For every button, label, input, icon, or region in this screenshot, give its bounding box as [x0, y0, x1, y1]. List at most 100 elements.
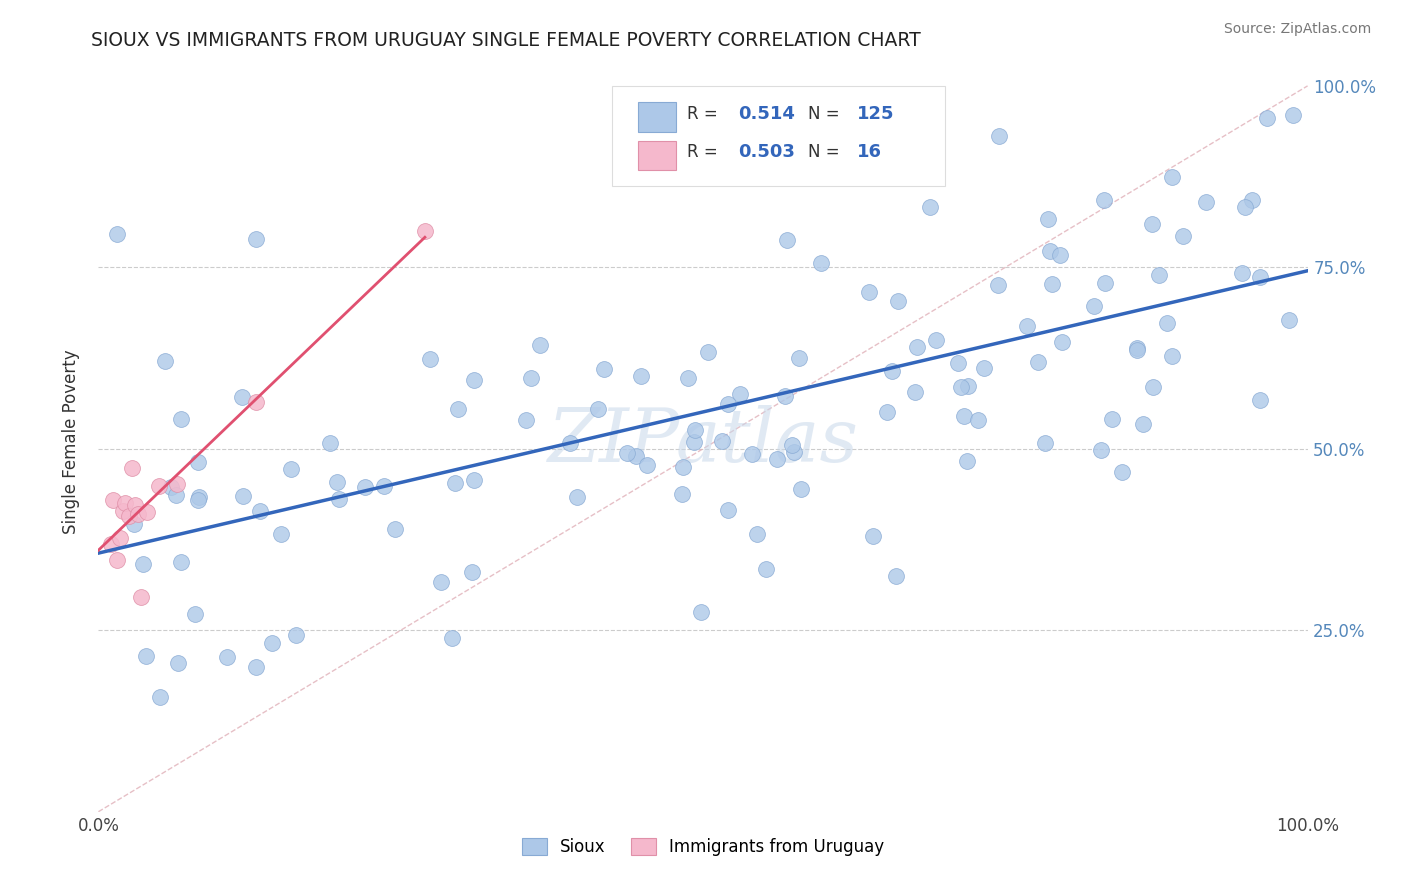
- Point: [108, 531, 131, 545]
- Point: [1156, 316, 1178, 330]
- Point: [169, 412, 191, 426]
- Point: [132, 557, 155, 571]
- Point: [567, 491, 589, 505]
- Point: [710, 434, 733, 448]
- Text: 0.503: 0.503: [738, 143, 794, 161]
- Point: [353, 480, 375, 494]
- Point: [904, 385, 927, 400]
- Point: [249, 504, 271, 518]
- Point: [1195, 195, 1218, 210]
- Point: [717, 502, 740, 516]
- Point: [1017, 318, 1039, 333]
- Point: [1125, 341, 1147, 355]
- Point: [280, 462, 302, 476]
- Point: [166, 476, 188, 491]
- Point: [101, 493, 124, 508]
- Point: [560, 435, 582, 450]
- Point: [148, 479, 170, 493]
- Point: [887, 294, 910, 309]
- Point: [429, 574, 451, 589]
- Point: [905, 341, 928, 355]
- Point: [862, 529, 884, 543]
- Text: R =: R =: [688, 104, 718, 122]
- Point: [1256, 111, 1278, 125]
- Point: [630, 369, 652, 384]
- Point: [1033, 436, 1056, 450]
- Point: [100, 537, 122, 551]
- Point: [384, 523, 406, 537]
- Point: [683, 435, 706, 450]
- Point: [773, 388, 796, 402]
- Point: [1140, 217, 1163, 231]
- Point: [1040, 277, 1063, 291]
- FancyBboxPatch shape: [613, 87, 945, 186]
- Point: [270, 526, 292, 541]
- Point: [1160, 170, 1182, 185]
- Text: 0.514: 0.514: [738, 104, 794, 122]
- Point: [1249, 269, 1271, 284]
- Point: [780, 438, 803, 452]
- Point: [169, 555, 191, 569]
- Point: [373, 479, 395, 493]
- Point: [741, 448, 763, 462]
- Point: [105, 227, 128, 242]
- Point: [135, 648, 157, 663]
- Point: [326, 475, 349, 490]
- Point: [515, 413, 537, 427]
- Point: [967, 413, 990, 427]
- Text: N =: N =: [808, 143, 839, 161]
- FancyBboxPatch shape: [638, 141, 676, 170]
- Point: [986, 278, 1008, 293]
- Point: [520, 371, 543, 385]
- Point: [1230, 266, 1253, 280]
- Point: [149, 690, 172, 705]
- Point: [1101, 412, 1123, 426]
- Point: [1049, 247, 1071, 261]
- Point: [160, 480, 183, 494]
- Point: [747, 527, 769, 541]
- Point: [1282, 108, 1305, 122]
- Point: [129, 591, 152, 605]
- Point: [787, 351, 810, 365]
- Point: [1083, 299, 1105, 313]
- Point: [121, 461, 143, 475]
- Point: [586, 401, 609, 416]
- Point: [215, 650, 238, 665]
- Point: [529, 337, 551, 351]
- Point: [165, 488, 187, 502]
- Text: Source: ZipAtlas.com: Source: ZipAtlas.com: [1223, 22, 1371, 37]
- Text: N =: N =: [808, 104, 839, 122]
- Legend: Sioux, Immigrants from Uruguay: Sioux, Immigrants from Uruguay: [515, 831, 891, 863]
- Y-axis label: Single Female Poverty: Single Female Poverty: [62, 350, 80, 533]
- Point: [717, 397, 740, 411]
- Point: [683, 423, 706, 437]
- Point: [710, 95, 733, 109]
- Point: [461, 566, 484, 580]
- Point: [443, 476, 465, 491]
- Point: [952, 409, 974, 423]
- Point: [1233, 200, 1256, 214]
- Point: [187, 492, 209, 507]
- Point: [776, 233, 799, 247]
- Point: [884, 569, 907, 583]
- Point: [105, 553, 128, 567]
- Point: [155, 354, 177, 368]
- Point: [636, 458, 658, 473]
- Text: SIOUX VS IMMIGRANTS FROM URUGUAY SINGLE FEMALE POVERTY CORRELATION CHART: SIOUX VS IMMIGRANTS FROM URUGUAY SINGLE …: [91, 31, 921, 50]
- Point: [1142, 379, 1164, 393]
- Point: [418, 352, 440, 367]
- Point: [245, 660, 267, 674]
- Text: 16: 16: [856, 143, 882, 161]
- Point: [949, 380, 972, 394]
- Point: [1249, 392, 1271, 407]
- Point: [328, 492, 350, 507]
- Point: [127, 508, 149, 522]
- Point: [122, 516, 145, 531]
- Point: [956, 453, 979, 467]
- Point: [319, 435, 342, 450]
- Text: 125: 125: [856, 104, 894, 122]
- Point: [1036, 212, 1059, 227]
- Point: [1241, 193, 1264, 207]
- Point: [114, 496, 136, 510]
- Point: [810, 256, 832, 270]
